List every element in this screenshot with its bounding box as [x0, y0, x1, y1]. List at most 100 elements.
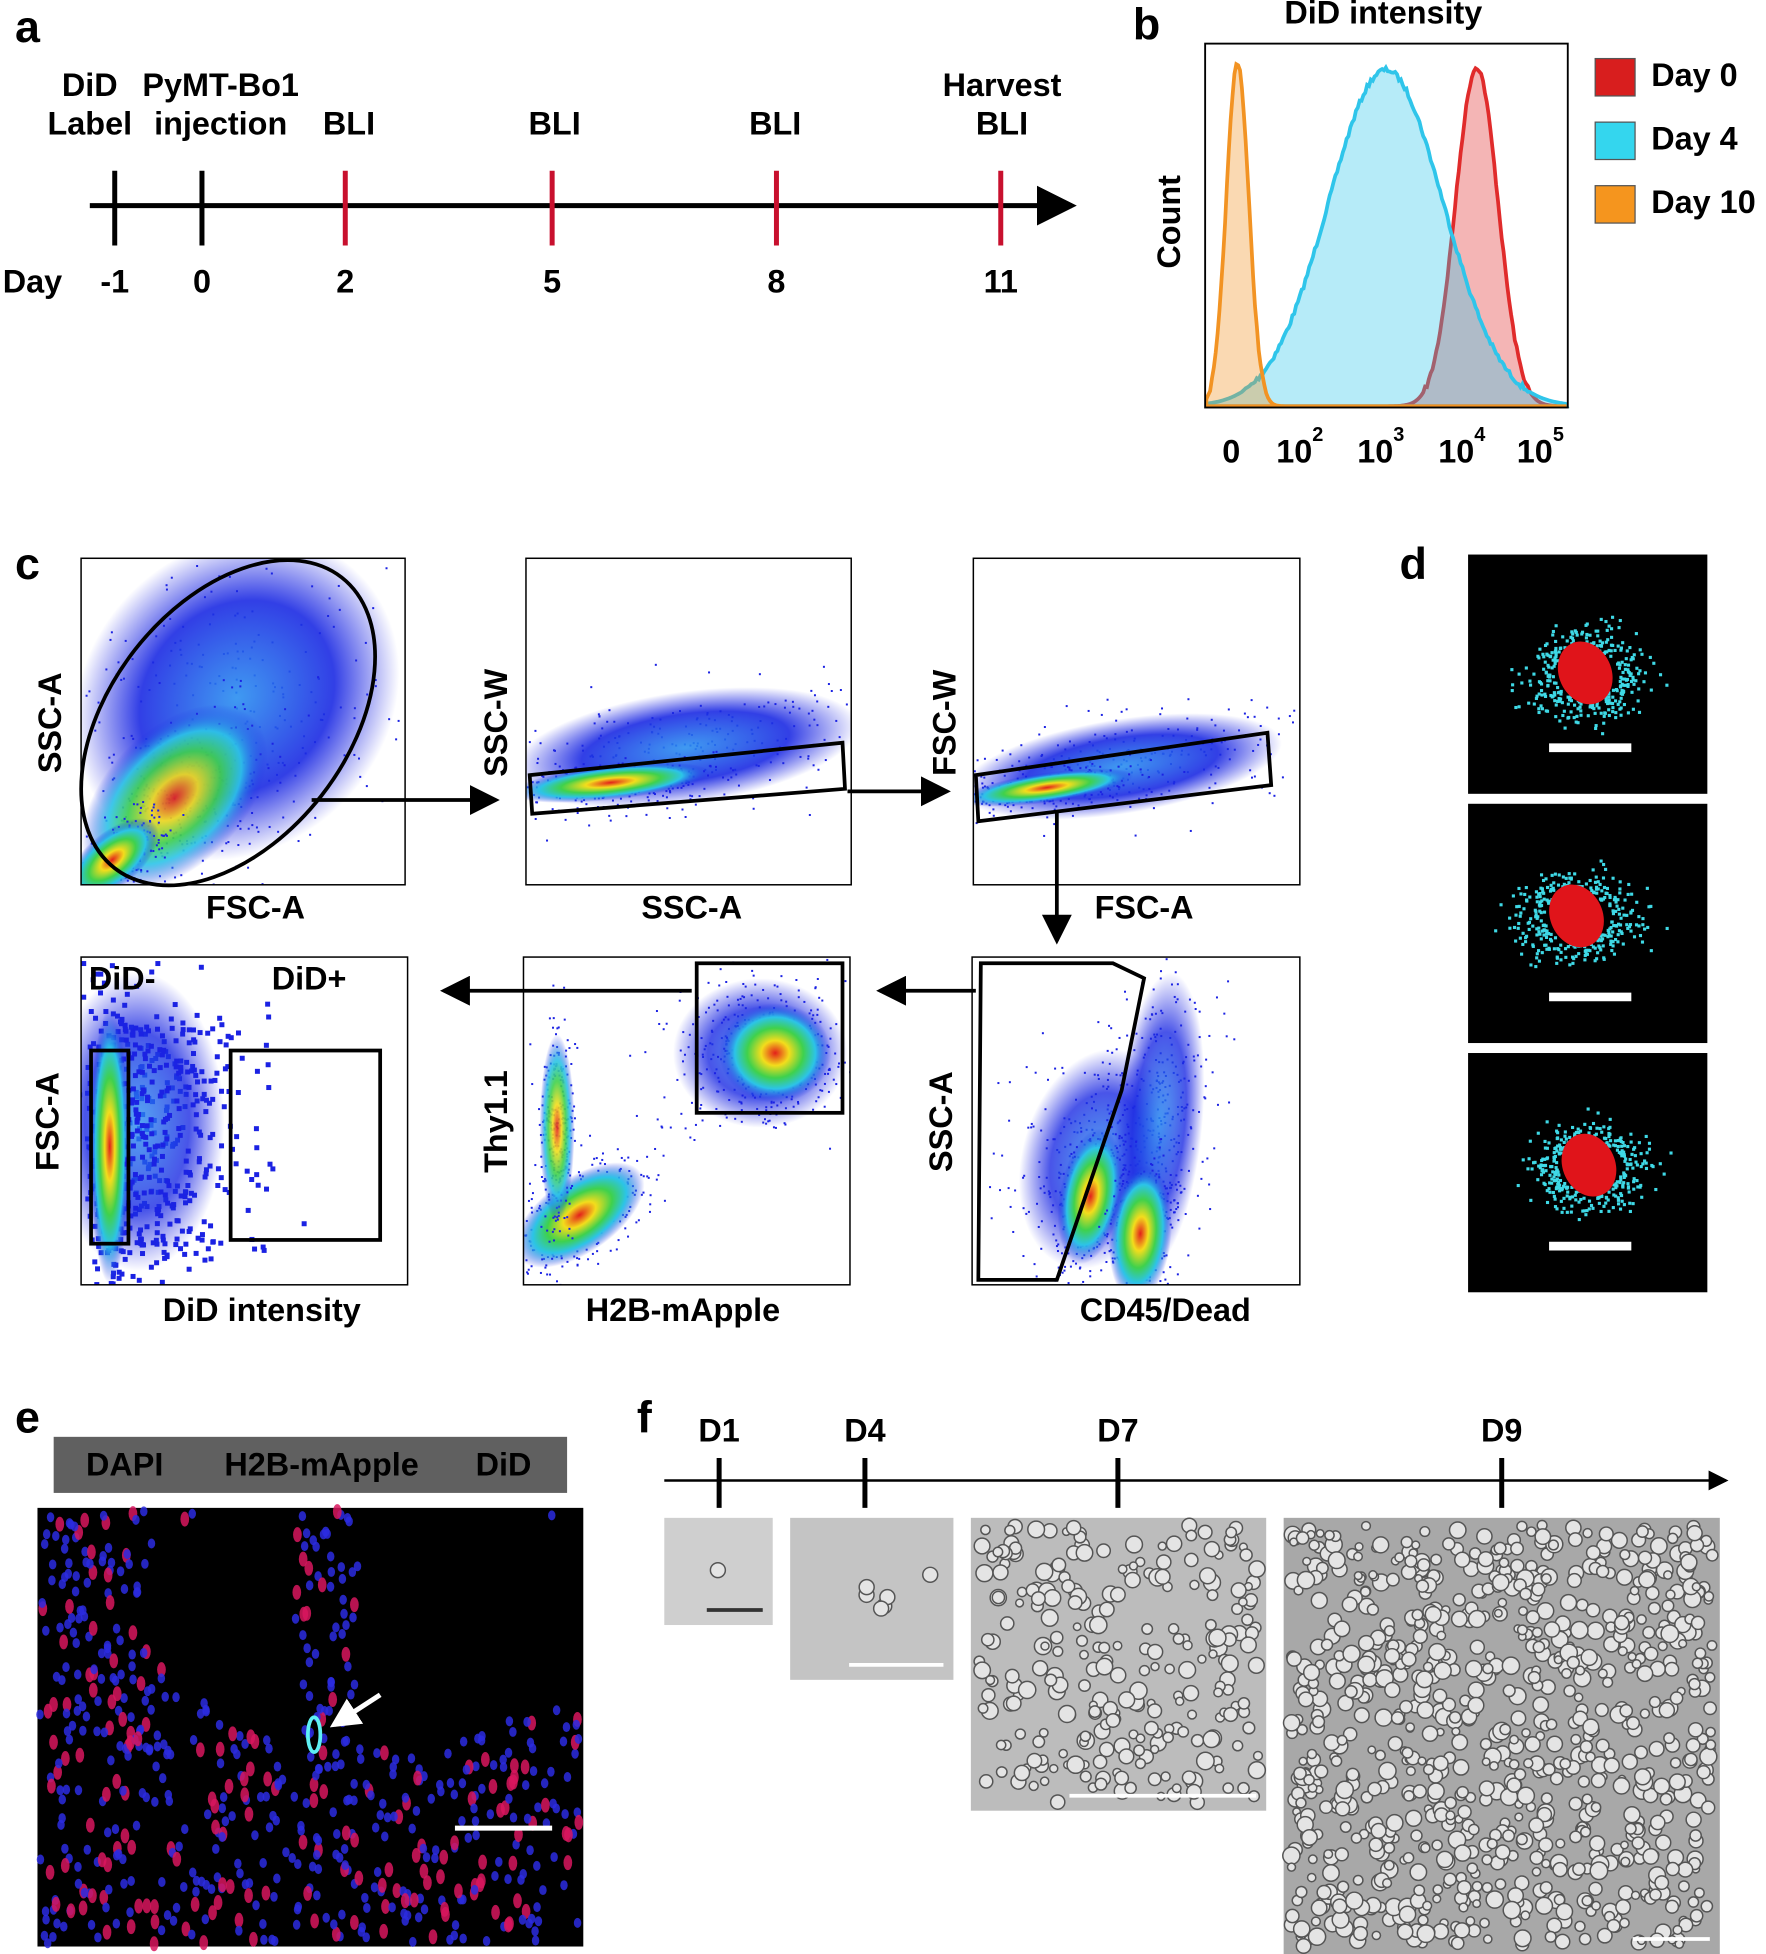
event-dot	[418, 749, 420, 751]
event-dot	[247, 867, 249, 869]
event-dot	[585, 803, 587, 805]
event-dot	[78, 911, 80, 913]
did-signal	[1594, 712, 1597, 715]
event-dot	[239, 685, 241, 687]
did-signal	[1600, 644, 1603, 647]
event-dot	[398, 720, 400, 722]
event-dot	[908, 786, 910, 788]
event-dot	[656, 1010, 658, 1012]
label: a	[15, 1, 41, 52]
event-dot	[139, 812, 141, 814]
event-dot	[526, 1271, 528, 1273]
event-dot	[655, 664, 657, 666]
event-dot	[94, 890, 96, 892]
event-dot	[1026, 1066, 1028, 1068]
event-dot	[108, 895, 110, 897]
event-dot	[272, 743, 274, 745]
event-dot	[829, 1148, 831, 1150]
event-dot	[162, 835, 164, 837]
did-signal	[1554, 715, 1557, 718]
event-dot	[625, 757, 627, 759]
event-dot	[654, 1148, 656, 1150]
event-dot	[166, 1183, 171, 1188]
event-dot	[76, 787, 78, 789]
event-dot	[1091, 1107, 1093, 1109]
did-signal	[1627, 711, 1630, 714]
event-dot	[308, 715, 310, 717]
event-dot	[397, 514, 399, 516]
event-dot	[1108, 1025, 1110, 1027]
event-dot	[118, 938, 123, 943]
event-dot	[1292, 721, 1294, 723]
event-dot	[130, 1180, 135, 1185]
event-dot	[515, 791, 517, 793]
event-dot	[1022, 773, 1024, 775]
event-dot	[424, 658, 426, 660]
event-dot	[194, 1112, 199, 1117]
event-dot	[42, 612, 44, 614]
event-dot	[146, 1028, 151, 1033]
event-dot	[33, 1370, 38, 1375]
event-dot	[1061, 1067, 1063, 1069]
event-dot	[1178, 1181, 1180, 1183]
event-dot	[1105, 1261, 1107, 1263]
event-dot	[460, 796, 462, 798]
event-dot	[1126, 998, 1128, 1000]
event-dot	[552, 1027, 554, 1029]
event-dot	[73, 897, 75, 899]
did-signal	[1552, 630, 1555, 633]
event-dot	[829, 1069, 831, 1071]
event-dot	[1177, 1219, 1179, 1221]
did-signal	[1618, 667, 1621, 670]
event-dot	[1107, 1050, 1109, 1052]
event-dot	[1064, 1266, 1066, 1268]
event-dot	[200, 1232, 205, 1237]
event-dot	[266, 1015, 271, 1020]
event-dot	[107, 1303, 112, 1308]
event-dot	[1115, 1133, 1117, 1135]
event-dot	[741, 1102, 743, 1104]
event-dot	[1075, 1295, 1077, 1297]
event-dot	[507, 789, 509, 791]
event-dot	[571, 1185, 573, 1187]
event-dot	[412, 629, 414, 631]
event-dot	[1140, 769, 1142, 771]
legend-swatch	[1595, 122, 1635, 159]
event-dot	[151, 810, 153, 812]
event-dot	[689, 1137, 691, 1139]
event-dot	[138, 1176, 143, 1181]
event-dot	[780, 993, 782, 995]
event-dot	[590, 686, 592, 688]
event-dot	[1124, 1167, 1126, 1169]
label: BLI	[529, 105, 581, 141]
event-dot	[137, 1278, 142, 1283]
event-dot	[140, 807, 142, 809]
event-dot	[1219, 945, 1221, 947]
event-dot	[576, 1047, 578, 1049]
event-dot	[10, 857, 12, 859]
event-dot	[198, 1133, 203, 1138]
event-dot	[179, 1193, 184, 1198]
event-dot	[657, 1118, 659, 1120]
did-signal	[1617, 626, 1620, 629]
event-dot	[160, 1142, 165, 1147]
event-dot	[1118, 766, 1120, 768]
event-dot	[90, 1295, 95, 1300]
event-dot	[64, 1060, 69, 1065]
label: -1	[100, 264, 129, 300]
did-signal	[1639, 648, 1642, 651]
density	[8, 469, 466, 927]
event-dot	[212, 1078, 217, 1083]
event-dot	[568, 1228, 570, 1230]
did-signal	[1644, 671, 1647, 674]
event-dot	[806, 787, 808, 789]
event-dot	[1144, 1288, 1146, 1290]
did-signal	[1638, 711, 1641, 714]
did-signal	[1572, 639, 1575, 642]
event-dot	[262, 1248, 267, 1253]
event-dot	[602, 1152, 604, 1154]
event-dot	[336, 548, 338, 550]
event-dot	[610, 820, 612, 822]
event-dot	[1150, 759, 1152, 761]
event-dot	[1323, 725, 1325, 727]
